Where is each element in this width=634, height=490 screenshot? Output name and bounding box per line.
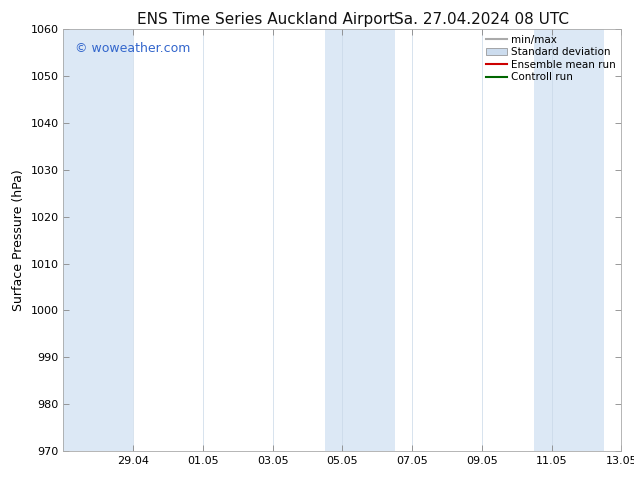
Y-axis label: Surface Pressure (hPa): Surface Pressure (hPa): [12, 169, 25, 311]
Bar: [325, 29, 394, 451]
Bar: [63, 29, 133, 451]
Text: ENS Time Series Auckland Airport: ENS Time Series Auckland Airport: [138, 12, 395, 27]
Text: Sa. 27.04.2024 08 UTC: Sa. 27.04.2024 08 UTC: [394, 12, 569, 27]
Text: © woweather.com: © woweather.com: [75, 42, 190, 55]
Legend: min/max, Standard deviation, Ensemble mean run, Controll run: min/max, Standard deviation, Ensemble me…: [486, 35, 616, 82]
Bar: [534, 29, 604, 451]
